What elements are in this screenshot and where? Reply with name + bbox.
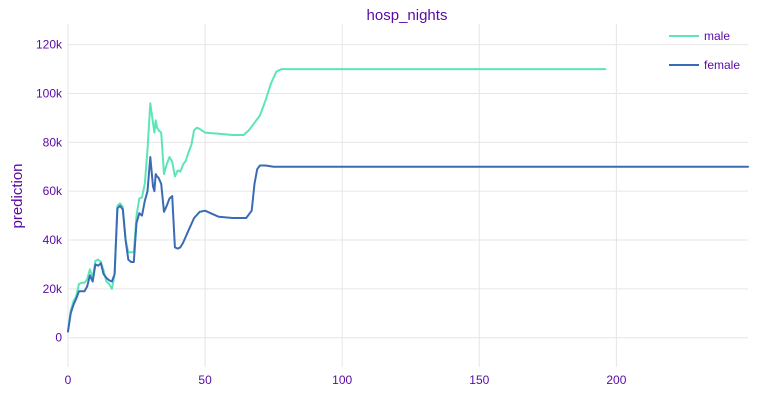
grid-lines	[67, 24, 748, 367]
y-tick-label: 100k	[36, 86, 63, 100]
legend-label-male: male	[704, 29, 730, 43]
x-tick-label: 200	[606, 373, 626, 387]
y-axis-label: prediction	[9, 163, 26, 228]
x-tick-label: 50	[198, 373, 212, 387]
series-line-female	[67, 156, 749, 333]
y-tick-label: 20k	[43, 282, 63, 296]
x-tick-label: 100	[332, 373, 352, 387]
y-tick-label: 120k	[36, 38, 63, 52]
x-axis-ticks: 0 50 100 150 200	[65, 373, 627, 387]
x-tick-label: 0	[65, 373, 72, 387]
series-lines	[67, 68, 749, 333]
y-tick-label: 0	[55, 331, 62, 345]
legend-label-female: female	[704, 58, 740, 72]
y-tick-label: 80k	[43, 135, 63, 149]
x-tick-label: 150	[469, 373, 489, 387]
y-axis-ticks: 0 20k 40k 60k 80k 100k 120k	[36, 38, 63, 345]
series-line-male	[67, 68, 607, 332]
y-tick-label: 60k	[43, 184, 63, 198]
y-tick-label: 40k	[43, 233, 63, 247]
chart-title: hosp_nights	[367, 7, 448, 24]
legend: male female	[669, 29, 740, 72]
